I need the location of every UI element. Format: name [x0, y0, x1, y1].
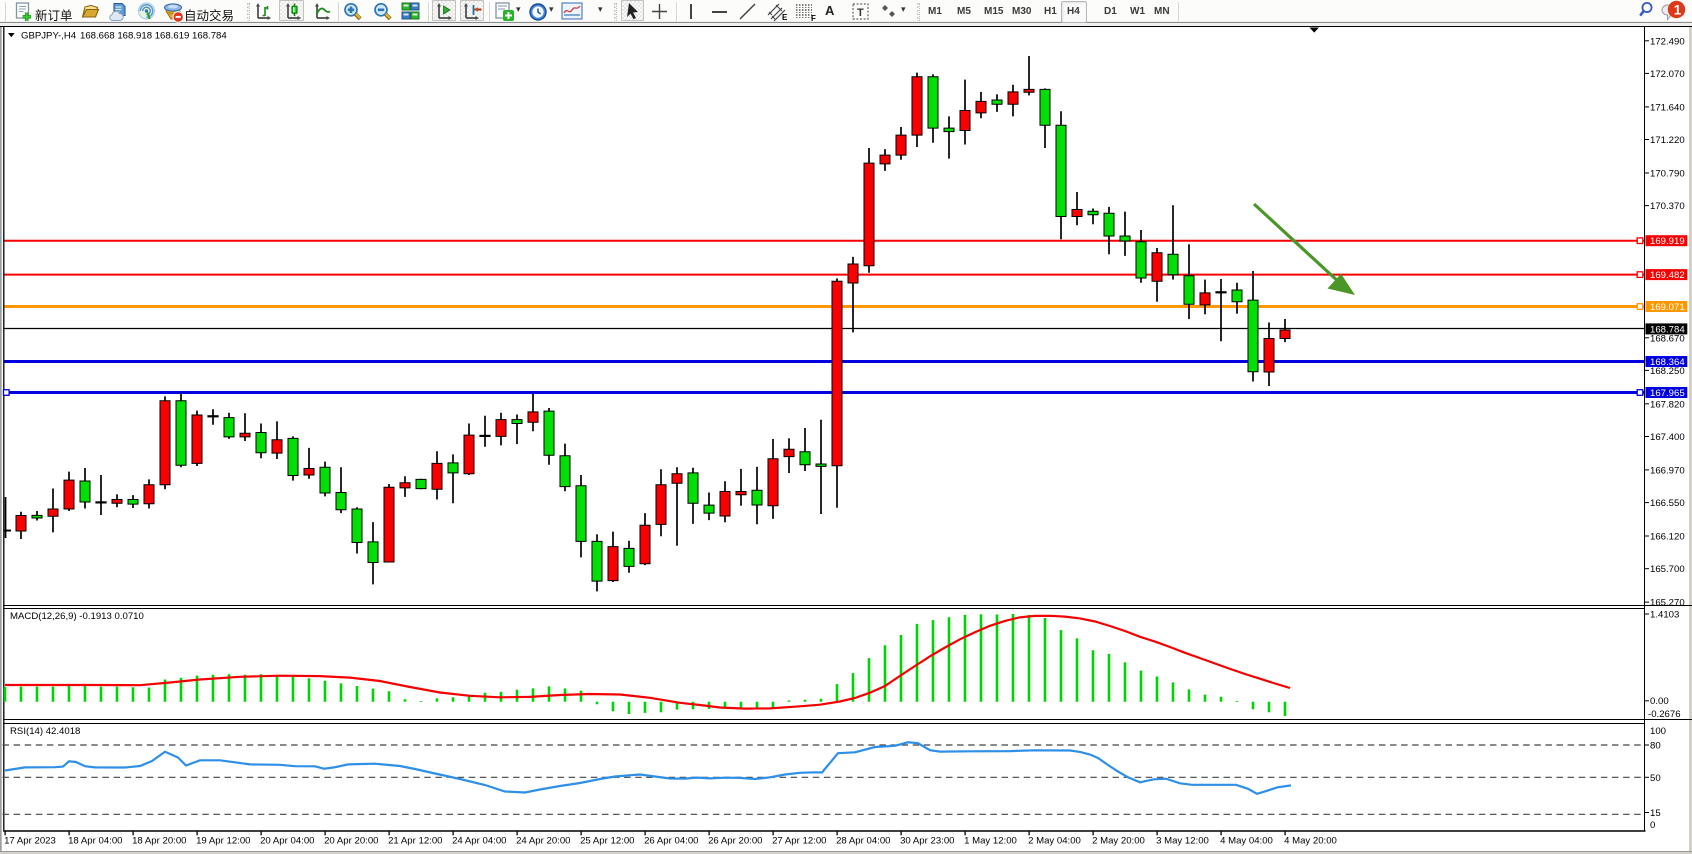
- svg-text:RSI(14) 42.4018: RSI(14) 42.4018: [10, 726, 80, 737]
- svg-text:MACD(12,26,9) -0.1913 0.0710: MACD(12,26,9) -0.1913 0.0710: [10, 611, 144, 622]
- svg-text:172.070: 172.070: [1650, 69, 1685, 80]
- svg-text:19 Apr 12:00: 19 Apr 12:00: [196, 836, 250, 847]
- svg-text:28 Apr 04:00: 28 Apr 04:00: [836, 836, 890, 847]
- svg-text:172.490: 172.490: [1650, 36, 1685, 47]
- svg-text:20 Apr 04:00: 20 Apr 04:00: [260, 836, 314, 847]
- svg-text:F: F: [811, 14, 816, 22]
- svg-text:168.364: 168.364: [1650, 357, 1685, 368]
- svg-text:170.790: 170.790: [1650, 169, 1685, 180]
- svg-text:168.250: 168.250: [1650, 366, 1685, 377]
- svg-text:24 Apr 04:00: 24 Apr 04:00: [452, 836, 506, 847]
- svg-text:1: 1: [1674, 2, 1682, 17]
- svg-text:168.668 168.918 168.619 168.78: 168.668 168.918 168.619 168.784: [80, 30, 227, 41]
- svg-text:166.550: 166.550: [1650, 498, 1685, 509]
- svg-text:26 Apr 04:00: 26 Apr 04:00: [644, 836, 698, 847]
- svg-text:166.970: 166.970: [1650, 465, 1685, 476]
- svg-text:26 Apr 20:00: 26 Apr 20:00: [708, 836, 762, 847]
- svg-text:165.700: 165.700: [1650, 564, 1685, 575]
- svg-text:15: 15: [1650, 808, 1661, 819]
- svg-text:0: 0: [1650, 820, 1655, 831]
- svg-text:171.220: 171.220: [1650, 135, 1685, 146]
- svg-text:25 Apr 12:00: 25 Apr 12:00: [580, 836, 634, 847]
- svg-text:171.640: 171.640: [1650, 102, 1685, 113]
- svg-text:1.4103: 1.4103: [1650, 610, 1679, 621]
- svg-text:18 Apr 20:00: 18 Apr 20:00: [132, 836, 186, 847]
- svg-text:4 May 20:00: 4 May 20:00: [1284, 836, 1337, 847]
- svg-text:100: 100: [1650, 726, 1666, 737]
- svg-text:166.120: 166.120: [1650, 532, 1685, 543]
- svg-text:167.400: 167.400: [1650, 432, 1685, 443]
- svg-text:165.270: 165.270: [1650, 598, 1685, 609]
- svg-text:168.784: 168.784: [1650, 324, 1685, 335]
- svg-text:-0.2676: -0.2676: [1648, 709, 1681, 720]
- svg-text:3 May 12:00: 3 May 12:00: [1156, 836, 1209, 847]
- svg-text:2 May 04:00: 2 May 04:00: [1028, 836, 1081, 847]
- svg-text:0.00: 0.00: [1650, 696, 1669, 707]
- svg-text:1 May 12:00: 1 May 12:00: [964, 836, 1017, 847]
- svg-text:169.919: 169.919: [1650, 236, 1685, 247]
- svg-text:2 May 20:00: 2 May 20:00: [1092, 836, 1145, 847]
- svg-text:169.482: 169.482: [1650, 270, 1685, 281]
- svg-text:169.071: 169.071: [1650, 302, 1685, 313]
- svg-text:GBPJPY-,H4: GBPJPY-,H4: [21, 30, 77, 41]
- svg-text:17 Apr 2023: 17 Apr 2023: [4, 836, 56, 847]
- svg-text:50: 50: [1650, 773, 1661, 784]
- svg-text:20 Apr 20:00: 20 Apr 20:00: [324, 836, 378, 847]
- svg-text:80: 80: [1650, 741, 1661, 752]
- svg-text:167.820: 167.820: [1650, 399, 1685, 410]
- svg-text:167.965: 167.965: [1650, 388, 1685, 399]
- svg-text:27 Apr 12:00: 27 Apr 12:00: [772, 836, 826, 847]
- svg-text:T: T: [857, 7, 864, 19]
- svg-text:170.370: 170.370: [1650, 201, 1685, 212]
- svg-text:30 Apr 23:00: 30 Apr 23:00: [900, 836, 954, 847]
- svg-text:24 Apr 20:00: 24 Apr 20:00: [516, 836, 570, 847]
- svg-text:21 Apr 12:00: 21 Apr 12:00: [388, 836, 442, 847]
- svg-text:168.670: 168.670: [1650, 333, 1685, 344]
- svg-text:18 Apr 04:00: 18 Apr 04:00: [68, 836, 122, 847]
- svg-text:E: E: [782, 13, 788, 22]
- svg-text:4 May 04:00: 4 May 04:00: [1220, 836, 1273, 847]
